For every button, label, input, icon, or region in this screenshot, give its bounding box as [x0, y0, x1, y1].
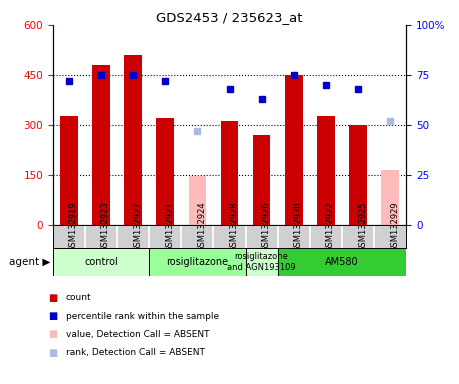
- Bar: [157, 118, 174, 225]
- Text: ■: ■: [48, 293, 57, 303]
- Text: GSM132928: GSM132928: [230, 201, 239, 252]
- Text: control: control: [84, 257, 118, 267]
- Text: GSM132929: GSM132929: [390, 201, 399, 252]
- Bar: [317, 116, 335, 225]
- Bar: [124, 55, 142, 225]
- Bar: [349, 125, 367, 225]
- Bar: [53, 248, 149, 276]
- Bar: [149, 248, 246, 276]
- Text: AM580: AM580: [325, 257, 359, 267]
- Text: rosiglitazone
and AGN193109: rosiglitazone and AGN193109: [227, 252, 296, 272]
- Text: ■: ■: [48, 348, 57, 358]
- Text: value, Detection Call = ABSENT: value, Detection Call = ABSENT: [66, 330, 209, 339]
- Text: agent ▶: agent ▶: [9, 257, 50, 267]
- Bar: [278, 248, 406, 276]
- Text: GSM132926: GSM132926: [262, 201, 271, 252]
- Bar: [92, 65, 110, 225]
- Text: rosiglitazone: rosiglitazone: [166, 257, 229, 267]
- Bar: [285, 75, 302, 225]
- Bar: [381, 170, 399, 225]
- Text: ■: ■: [48, 311, 57, 321]
- Bar: [253, 135, 270, 225]
- Text: GSM132924: GSM132924: [197, 201, 207, 252]
- Bar: [221, 121, 238, 225]
- Text: ■: ■: [48, 329, 57, 339]
- Text: GSM132923: GSM132923: [101, 201, 110, 252]
- Text: GSM132921: GSM132921: [165, 201, 174, 252]
- Bar: [60, 116, 78, 225]
- Text: GSM132927: GSM132927: [133, 201, 142, 252]
- Bar: [189, 176, 206, 225]
- Bar: [246, 248, 278, 276]
- Text: GSM132919: GSM132919: [69, 201, 78, 252]
- Text: percentile rank within the sample: percentile rank within the sample: [66, 311, 219, 321]
- Text: GSM132930: GSM132930: [294, 201, 303, 252]
- Text: GDS2453 / 235623_at: GDS2453 / 235623_at: [156, 12, 303, 25]
- Text: GSM132922: GSM132922: [326, 201, 335, 252]
- Text: count: count: [66, 293, 91, 302]
- Text: rank, Detection Call = ABSENT: rank, Detection Call = ABSENT: [66, 348, 205, 358]
- Text: GSM132925: GSM132925: [358, 201, 367, 252]
